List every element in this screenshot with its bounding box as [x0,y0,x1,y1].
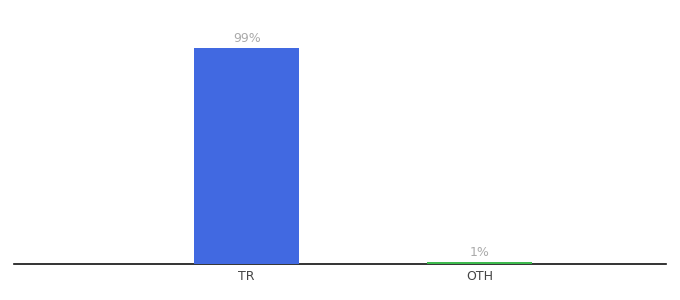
Text: 1%: 1% [470,245,490,259]
Text: 99%: 99% [233,32,260,45]
Bar [428,262,532,264]
Bar [194,48,299,264]
